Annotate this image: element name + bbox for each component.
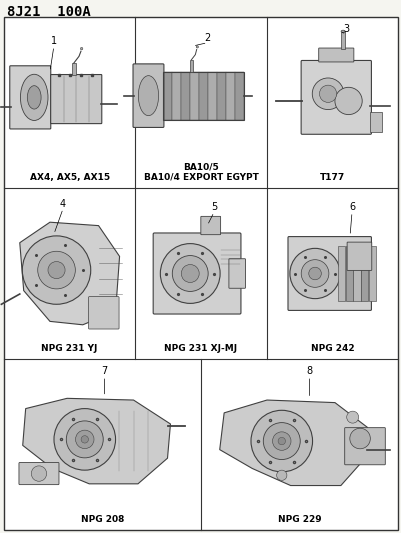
Text: 7: 7 [101,366,107,376]
Text: T177: T177 [319,173,344,182]
Circle shape [31,466,47,481]
Circle shape [289,248,339,298]
Bar [340,31,344,49]
Text: NPG 231 YJ: NPG 231 YJ [41,344,97,353]
Circle shape [349,428,369,449]
Circle shape [276,470,286,480]
Bar [345,246,352,301]
Bar [226,72,235,119]
FancyBboxPatch shape [287,237,371,310]
Text: 1: 1 [51,36,57,46]
FancyBboxPatch shape [10,66,51,129]
Text: NPG 231 XJ-MJ: NPG 231 XJ-MJ [164,344,237,353]
Text: NPG 208: NPG 208 [81,515,124,524]
Bar [208,72,217,119]
Text: 8: 8 [306,366,312,376]
Circle shape [263,423,300,459]
Circle shape [346,411,358,423]
Text: BA10/5
BA10/4 EXPORT EGYPT: BA10/5 BA10/4 EXPORT EGYPT [143,163,258,182]
Circle shape [181,264,199,282]
Text: 4: 4 [60,198,66,208]
FancyBboxPatch shape [346,242,371,270]
Circle shape [38,251,75,289]
Text: 3: 3 [342,24,349,34]
Bar [190,72,198,119]
FancyBboxPatch shape [228,259,245,288]
Ellipse shape [27,86,41,109]
Bar [360,246,367,301]
Circle shape [172,255,208,292]
Ellipse shape [20,74,48,120]
Circle shape [22,236,91,304]
Text: 8J21  100A: 8J21 100A [7,5,91,19]
Bar [72,63,75,75]
Circle shape [75,430,94,449]
Bar [189,60,192,72]
Circle shape [54,409,115,470]
Circle shape [312,78,343,110]
Circle shape [308,267,320,280]
Bar [369,112,381,132]
Circle shape [196,46,198,48]
Text: NPG 242: NPG 242 [310,344,353,353]
Bar [352,246,360,301]
Text: AX4, AX5, AX15: AX4, AX5, AX15 [30,173,109,182]
Circle shape [48,262,65,279]
Ellipse shape [138,76,158,116]
FancyBboxPatch shape [200,216,220,235]
FancyBboxPatch shape [51,75,101,124]
Bar [162,72,172,119]
Polygon shape [23,398,170,484]
Polygon shape [219,400,367,486]
Bar [235,72,244,119]
Circle shape [334,87,361,115]
FancyBboxPatch shape [133,64,164,127]
Circle shape [300,260,328,287]
Bar [337,246,344,301]
FancyBboxPatch shape [19,463,59,484]
FancyBboxPatch shape [88,297,119,329]
Circle shape [66,421,103,458]
Bar [217,72,226,119]
Text: 5: 5 [211,202,217,212]
Circle shape [160,244,220,303]
FancyBboxPatch shape [344,427,384,465]
Circle shape [81,435,88,443]
Bar [198,72,208,119]
Bar [162,72,244,119]
Text: 6: 6 [348,202,354,212]
Bar [172,72,180,119]
Ellipse shape [340,30,344,33]
Bar [368,246,375,301]
Bar [180,72,190,119]
Circle shape [277,438,285,445]
Text: 2: 2 [204,33,210,43]
Circle shape [80,47,83,50]
Text: NPG 229: NPG 229 [277,515,320,524]
Circle shape [272,432,290,450]
Polygon shape [20,222,119,325]
FancyBboxPatch shape [318,48,353,62]
FancyBboxPatch shape [300,60,371,134]
Circle shape [319,85,336,102]
FancyBboxPatch shape [153,233,240,314]
Circle shape [250,410,312,472]
